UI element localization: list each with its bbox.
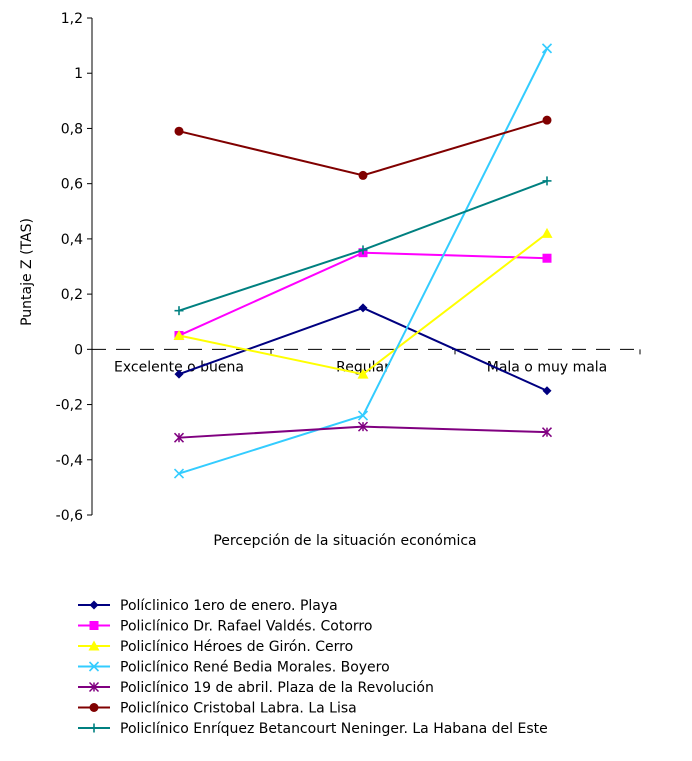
legend-item: Policlínico Cristobal Labra. La Lisa: [78, 701, 357, 717]
data-point-stroke: [541, 43, 553, 54]
data-point: [358, 170, 368, 180]
y-tick-label: -0,4: [56, 453, 83, 469]
legend-item: Policlínico 19 de abril. Plaza de la Rev…: [78, 680, 434, 696]
y-axis-title: Puntaje Z (TAS): [19, 218, 35, 326]
data-point-stroke: [88, 661, 100, 672]
legend-label: Policlínico Dr. Rafael Valdés. Cotorro: [120, 619, 372, 635]
series-layer: [173, 43, 553, 479]
data-point: [88, 681, 100, 693]
data-point: [174, 306, 184, 316]
legend-label: Policlínico René Bedia Morales. Boyero: [120, 660, 390, 676]
data-point: [173, 432, 185, 443]
data-point-stroke: [357, 410, 369, 421]
data-point: [88, 661, 100, 672]
data-point: [89, 703, 99, 712]
data-point: [173, 468, 185, 479]
data-point: [541, 43, 553, 54]
series-line: [178, 119, 548, 177]
y-tick-label: -0,2: [56, 398, 83, 414]
series-group: [173, 43, 553, 479]
y-tick-label: -0,6: [56, 508, 83, 524]
series-line: [178, 47, 548, 475]
y-tick-label: 0,4: [61, 232, 83, 248]
y-tick-label: 0,2: [61, 287, 83, 303]
x-axis-title: Percepción de la situación económica: [213, 533, 476, 549]
data-point: [541, 227, 553, 238]
series-group: [173, 227, 553, 379]
y-tick-label: 0,6: [61, 177, 83, 193]
legend-label: Policlínico Cristobal Labra. La Lisa: [120, 701, 357, 717]
series-group: [174, 176, 552, 316]
legend-label: Policlínico 19 de abril. Plaza de la Rev…: [120, 680, 434, 696]
legend-label: Políclinico 1ero de enero. Playa: [120, 598, 338, 614]
data-point: [542, 253, 552, 263]
y-tick-label: 0: [74, 342, 83, 358]
legend-label: Policlínico Enríquez Betancourt Neninger…: [120, 721, 548, 737]
data-point: [174, 126, 184, 136]
data-point-stroke: [173, 468, 185, 479]
series-group: [174, 303, 552, 396]
data-point: [542, 176, 552, 186]
data-point: [89, 600, 99, 610]
data-point: [542, 386, 552, 396]
data-point: [358, 303, 368, 313]
data-point: [542, 115, 552, 125]
series-line: [178, 251, 548, 337]
y-tick-label: 1: [74, 66, 83, 82]
legend-item: Políclinico 1ero de enero. Playa: [78, 598, 338, 614]
legend-item: Policlínico René Bedia Morales. Boyero: [78, 660, 390, 676]
series-group: [174, 115, 552, 180]
legend: Políclinico 1ero de enero. Playa Policlín…: [78, 598, 548, 737]
data-point: [357, 421, 369, 432]
legend-item: Policlínico Dr. Rafael Valdés. Cotorro: [78, 619, 372, 635]
legend-label: Policlínico Héroes de Girón. Cerro: [120, 639, 353, 655]
data-point: [174, 369, 184, 379]
data-point: [541, 427, 553, 438]
data-point: [357, 368, 369, 379]
y-tick-label: 1,2: [61, 11, 83, 27]
x-category-label: Mala o muy mala: [487, 359, 608, 375]
legend-item: Policlínico Héroes de Girón. Cerro: [78, 639, 353, 655]
data-point: [358, 245, 368, 255]
data-point: [357, 410, 369, 421]
data-point: [89, 723, 99, 733]
data-point: [88, 640, 100, 651]
series-group: [173, 421, 553, 443]
data-point: [89, 621, 99, 630]
y-tick-label: 0,8: [61, 121, 83, 137]
legend-item: Policlínico Enríquez Betancourt Neninger…: [78, 721, 548, 737]
data-point: [173, 330, 185, 341]
